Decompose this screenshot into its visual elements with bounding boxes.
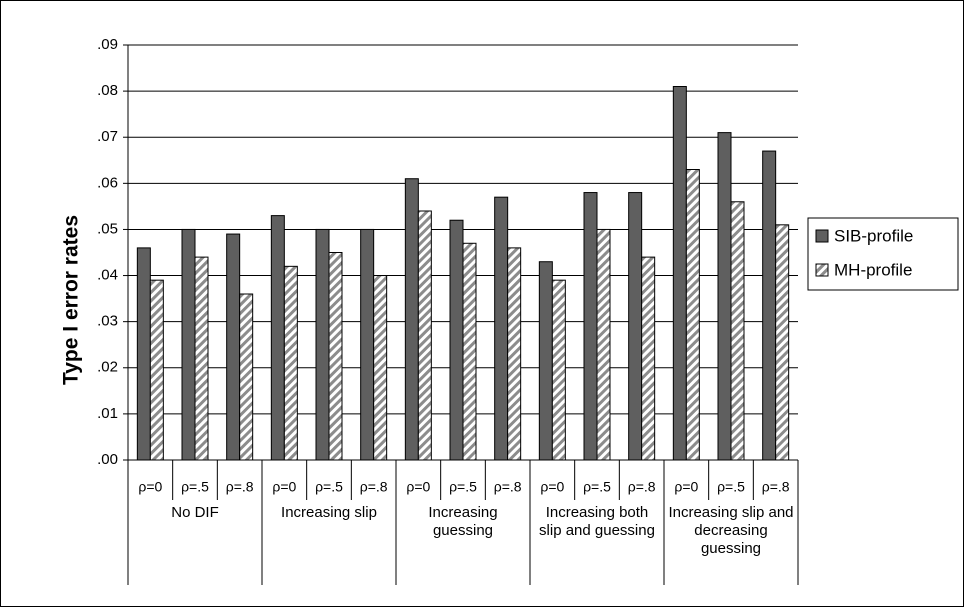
- bar: [494, 196, 509, 461]
- bar: [672, 86, 687, 461]
- bar: [270, 215, 285, 461]
- legend-box: [807, 217, 959, 291]
- y-tick-label: .08: [97, 82, 118, 99]
- bar: [404, 178, 419, 461]
- y-tick-label: .05: [97, 220, 118, 237]
- x-tick-label: ρ=0: [406, 479, 430, 495]
- bar: [328, 252, 343, 461]
- group-label: Increasing both slip and guessing: [539, 504, 655, 539]
- y-tick-label: .03: [97, 313, 118, 330]
- y-tick-label: .04: [97, 267, 118, 284]
- legend-label: MH-profile: [834, 260, 912, 279]
- legend-swatch: [815, 229, 829, 243]
- x-tick-label: ρ=.5: [583, 479, 611, 495]
- x-tick-label: ρ=.5: [449, 479, 477, 495]
- bar: [315, 228, 330, 461]
- x-tick-label: ρ=.8: [360, 479, 388, 495]
- x-tick-label: ρ=.8: [762, 479, 790, 495]
- bar: [538, 261, 553, 461]
- bar: [149, 279, 164, 461]
- bar: [283, 265, 298, 461]
- y-tick-label: .09: [97, 36, 118, 53]
- bar: [717, 132, 732, 461]
- bar: [551, 279, 566, 461]
- x-tick-label: ρ=.5: [717, 479, 745, 495]
- bar: [762, 150, 777, 461]
- legend-swatch: [815, 263, 829, 277]
- x-tick-label: ρ=.8: [494, 479, 522, 495]
- y-tick-label: .02: [97, 359, 118, 376]
- bar: [583, 192, 598, 461]
- bar: [226, 233, 241, 461]
- bar: [449, 219, 464, 461]
- y-axis-label: Type I error rates: [60, 215, 83, 385]
- group-label: No DIF: [171, 504, 219, 521]
- group-label: Increasing slip and decreasing guessing: [668, 504, 794, 557]
- bar: [239, 293, 254, 461]
- bar: [685, 169, 700, 461]
- group-label: Increasing slip: [281, 504, 377, 521]
- legend-label: SIB-profile: [834, 226, 913, 245]
- x-tick-label: ρ=.5: [315, 479, 343, 495]
- y-tick-label: .00: [97, 451, 118, 468]
- bar: [194, 256, 209, 461]
- bar: [641, 256, 656, 461]
- x-tick-label: ρ=0: [272, 479, 296, 495]
- bar: [417, 210, 432, 461]
- bar: [462, 242, 477, 461]
- bar: [373, 275, 388, 461]
- x-tick-label: ρ=0: [138, 479, 162, 495]
- bar: [628, 192, 643, 461]
- x-tick-label: ρ=.5: [181, 479, 209, 495]
- x-tick-label: ρ=0: [674, 479, 698, 495]
- bar: [730, 201, 745, 461]
- bar: [596, 228, 611, 461]
- x-tick-label: ρ=.8: [628, 479, 656, 495]
- bar: [136, 247, 151, 461]
- bar: [181, 228, 196, 461]
- group-label: Increasing guessing: [428, 504, 498, 539]
- y-tick-label: .01: [97, 405, 118, 422]
- bar: [775, 224, 790, 461]
- bar: [507, 247, 522, 461]
- y-tick-label: .06: [97, 174, 118, 191]
- x-tick-label: ρ=.8: [226, 479, 254, 495]
- bar: [360, 228, 375, 461]
- x-tick-label: ρ=0: [540, 479, 564, 495]
- y-tick-label: .07: [97, 128, 118, 145]
